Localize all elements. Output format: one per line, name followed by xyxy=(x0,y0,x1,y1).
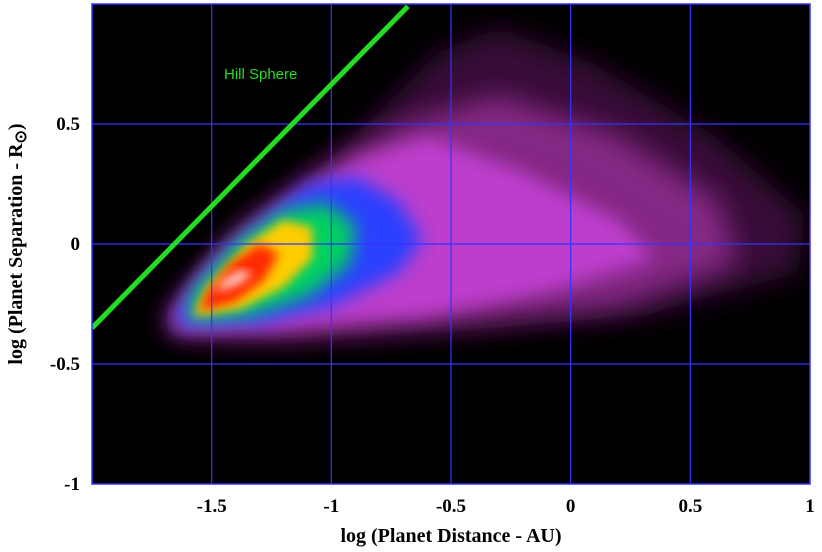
plot-frame xyxy=(91,3,811,485)
x-tick-label: -0.5 xyxy=(436,496,466,517)
density-region-7 xyxy=(216,270,253,292)
x-tick-labels: -1.5 -1 -0.5 0 0.5 1 xyxy=(197,496,815,517)
hill-sphere-label: Hill Sphere xyxy=(224,66,297,83)
y-tick-label: -0.5 xyxy=(50,354,80,375)
x-tick-label: -1.5 xyxy=(197,496,227,517)
hill-sphere-layer xyxy=(92,4,410,330)
x-axis-title: log (Planet Distance - AU) xyxy=(340,525,561,547)
x-tick-label: 1 xyxy=(805,496,815,517)
y-axis-title-close: ) xyxy=(5,123,27,130)
y-tick-label: 0.5 xyxy=(56,114,80,135)
y-axis-title-text: log (Planet Separation - R xyxy=(5,143,27,365)
y-tick-label: 0 xyxy=(71,234,81,255)
hill-sphere-line xyxy=(92,4,410,330)
x-tick-label: 0.5 xyxy=(678,496,702,517)
x-tick-label: -1 xyxy=(323,496,339,517)
y-axis-title-symbol: ⊙ xyxy=(13,130,30,143)
x-tick-label: 0 xyxy=(566,496,576,517)
y-axis-title: log (Planet Separation - R⊙) xyxy=(5,123,30,364)
y-tick-label: -1 xyxy=(64,474,80,495)
y-axis-title-group: log (Planet Separation - R⊙) xyxy=(5,123,30,364)
y-tick-labels: -1 -0.5 0 0.5 xyxy=(50,114,80,495)
